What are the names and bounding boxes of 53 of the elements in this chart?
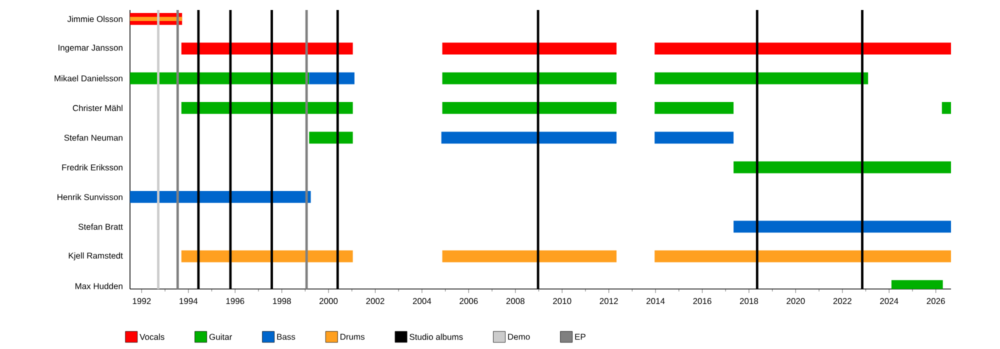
x-tick-label: 2016 [693, 298, 712, 304]
y-tick-label: Stefan Bratt [78, 224, 123, 230]
bar [130, 191, 311, 203]
y-tick-label: Max Hudden [75, 282, 122, 290]
legend-label: Bass [277, 334, 296, 340]
x-tick-label: 2006 [460, 298, 478, 304]
x-tick-label: 2010 [553, 298, 572, 304]
bar [309, 132, 353, 144]
bar [181, 102, 353, 114]
x-tick-label: 2002 [366, 298, 384, 304]
bar [442, 250, 617, 262]
bar [181, 42, 353, 55]
legend-label: Studio albums [410, 334, 463, 340]
x-tick-label: 2012 [600, 298, 618, 304]
bar [654, 250, 952, 262]
x-tick-label: 2000 [320, 298, 338, 304]
y-tick-label: Stefan Neuman [64, 134, 122, 141]
bar [654, 42, 952, 55]
bar [309, 72, 354, 84]
bar [441, 132, 617, 144]
x-tick-label: 1996 [226, 298, 244, 304]
bar [942, 102, 952, 114]
y-tick-label: Christer Mähl [72, 104, 122, 112]
legend-label: Drums [340, 334, 365, 340]
legend-label: Vocals [140, 334, 164, 340]
x-tick-label: 2004 [412, 298, 432, 304]
x-tick-label: 1994 [180, 298, 198, 304]
y-tick-label: Ingemar Jansson [58, 44, 122, 52]
x-tick-label: 1998 [273, 298, 291, 304]
bar [734, 220, 952, 233]
bar [654, 102, 734, 114]
x-tick-label: 2026 [926, 298, 945, 304]
x-tick-label: 2020 [786, 298, 805, 304]
y-tick-label: Kjell Ramstedt [68, 252, 123, 260]
bar [734, 161, 952, 174]
y-tick-label: Jimmie Olsson [67, 16, 122, 22]
x-tick-label: 2024 [880, 298, 898, 304]
y-tick-label: Henrik Sunvisson [58, 194, 122, 200]
x-tick-label: 2008 [506, 298, 524, 304]
bar [654, 72, 868, 84]
x-tick-label: 2022 [833, 298, 852, 304]
x-tick-label: 2014 [646, 298, 665, 304]
x-tick-label: 2018 [740, 298, 758, 304]
legend-label: Guitar [209, 334, 232, 340]
bar [442, 102, 617, 114]
bar [442, 72, 617, 84]
legend-label: EP [575, 334, 586, 340]
x-tick-label: 1992 [132, 298, 151, 304]
legend-label: Demo [508, 334, 530, 340]
y-tick-label: Mikael Danielsson [54, 75, 122, 82]
y-tick-label: Fredrik Eriksson [62, 164, 122, 170]
bar [442, 42, 617, 55]
bar [654, 132, 734, 144]
